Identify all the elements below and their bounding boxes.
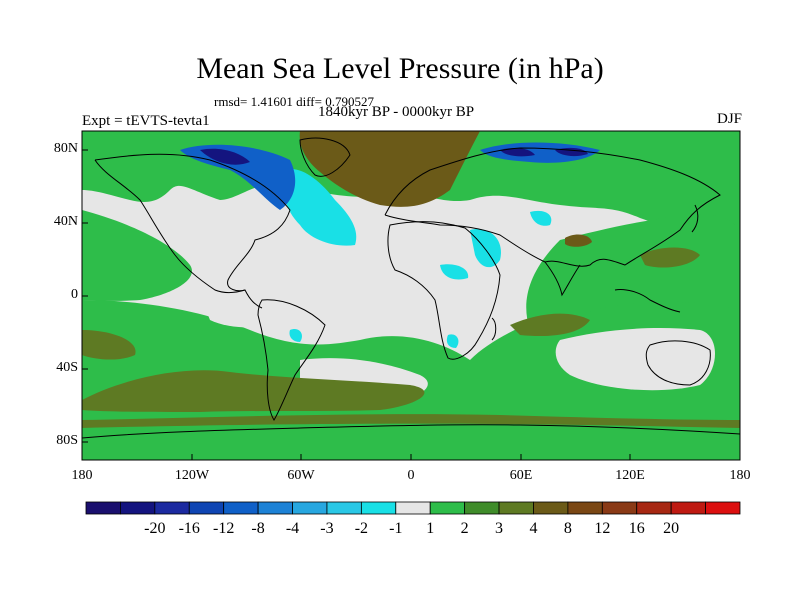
coast-south-america (257, 299, 326, 421)
colorbar-swatch (154, 501, 190, 515)
lon-label-120e: 120E (615, 468, 645, 483)
coast-north-america-west (94, 159, 246, 294)
colorbar-swatch (567, 501, 603, 515)
colorbar-swatch (326, 501, 362, 515)
colorbar-label: -4 (285, 520, 300, 537)
lon-label-60e: 60E (509, 468, 533, 483)
field-africa-cyan (440, 264, 469, 280)
field-indian-olive (510, 313, 590, 337)
period-text: 1840kyr BP - 0000kyr BP (318, 104, 475, 120)
colorbar-label: -20 (144, 520, 166, 537)
lon-label-120w: 120W (174, 468, 210, 483)
experiment-label: Expt = tEVTS-tevta1 (82, 113, 210, 129)
field-siberia-navy (500, 147, 535, 157)
field-arctic-brown (299, 131, 480, 207)
colorbar-label: 16 (628, 520, 645, 537)
lat-label-40n: 40N (53, 214, 78, 229)
field-aus-neutral (555, 328, 715, 391)
field-canada-blue (180, 144, 296, 210)
colorbar-swatch (533, 501, 569, 515)
coast-india (544, 261, 581, 297)
colorbar-label: -12 (213, 520, 235, 537)
colorbar-label: 20 (663, 520, 680, 537)
colorbar-swatch (705, 501, 741, 515)
colorbar-swatch (292, 501, 328, 515)
colorbar-swatch (223, 501, 259, 515)
field-south-olive (82, 370, 425, 412)
lat-label-40s: 40S (56, 360, 78, 375)
colorbar-swatch (85, 501, 121, 515)
lat-label-80s: 80S (56, 433, 78, 448)
colorbar-label: -16 (178, 520, 200, 537)
colorbar-swatch (670, 501, 706, 515)
lat-label-80n: 80N (53, 141, 78, 156)
field-mideast-cyan (470, 229, 501, 268)
colorbar-label: -1 (389, 520, 403, 537)
lon-label-180w: 180 (71, 468, 93, 483)
season-label: DJF (716, 111, 742, 127)
map-field (82, 131, 740, 460)
colorbar-swatch (601, 501, 638, 515)
colorbar-label: 3 (495, 520, 504, 537)
coastlines (82, 137, 740, 439)
colorbar-swatch (636, 501, 672, 515)
lon-label-0: 0 (407, 468, 415, 483)
colorbar-swatch (360, 501, 397, 515)
colorbar-label: 4 (529, 520, 538, 537)
colorbar-label: -3 (320, 520, 334, 537)
coast-japan (691, 204, 699, 233)
colorbar (85, 501, 741, 515)
colorbar-label: -8 (251, 520, 265, 537)
colorbar-swatch (498, 501, 534, 515)
colorbar-swatch (464, 501, 500, 515)
lat-label-0: 0 (71, 287, 78, 302)
colorbar-label: -2 (354, 520, 369, 537)
colorbar-swatch (257, 501, 293, 515)
field-siberia-blue (480, 142, 600, 163)
field-spac-olive (82, 330, 136, 360)
colorbar-label: 1 (426, 520, 435, 537)
field-asia-cyan (530, 210, 552, 226)
coast-eurasia (384, 147, 721, 267)
lon-label-60w: 60W (287, 468, 315, 483)
colorbar-swatch (395, 501, 431, 515)
lon-label-180e: 180 (729, 468, 751, 483)
coast-madagascar (491, 317, 497, 341)
colorbar-label: 2 (460, 520, 469, 537)
field-antarctic-olive (82, 414, 740, 428)
coast-australia (645, 340, 711, 386)
colorbar-swatch (429, 501, 466, 515)
colorbar-swatch (188, 501, 225, 515)
coast-antarctica (82, 424, 740, 439)
field-spac-neutral (200, 293, 290, 328)
field-asia-brown (565, 234, 592, 247)
field-atl-cyan (283, 169, 357, 246)
field-wpac-olive (640, 247, 700, 268)
axis-ticks (81, 149, 741, 460)
map-title: Mean Sea Level Pressure (in hPa) (196, 52, 604, 85)
coast-africa (387, 221, 501, 360)
colorbar-label: 12 (594, 520, 611, 537)
colorbar-label: 8 (563, 520, 572, 537)
field-safrica-cyan (446, 334, 459, 348)
stats-text: rmsd= 1.41601 diff= 0.790527 (214, 94, 374, 109)
coast-maritime (614, 289, 681, 313)
field-pacific-green (82, 210, 192, 301)
colorbar-swatch (120, 501, 156, 515)
field-sam-cyan (289, 329, 302, 342)
coast-greenland (299, 137, 351, 177)
field-canada-navy (200, 148, 250, 165)
